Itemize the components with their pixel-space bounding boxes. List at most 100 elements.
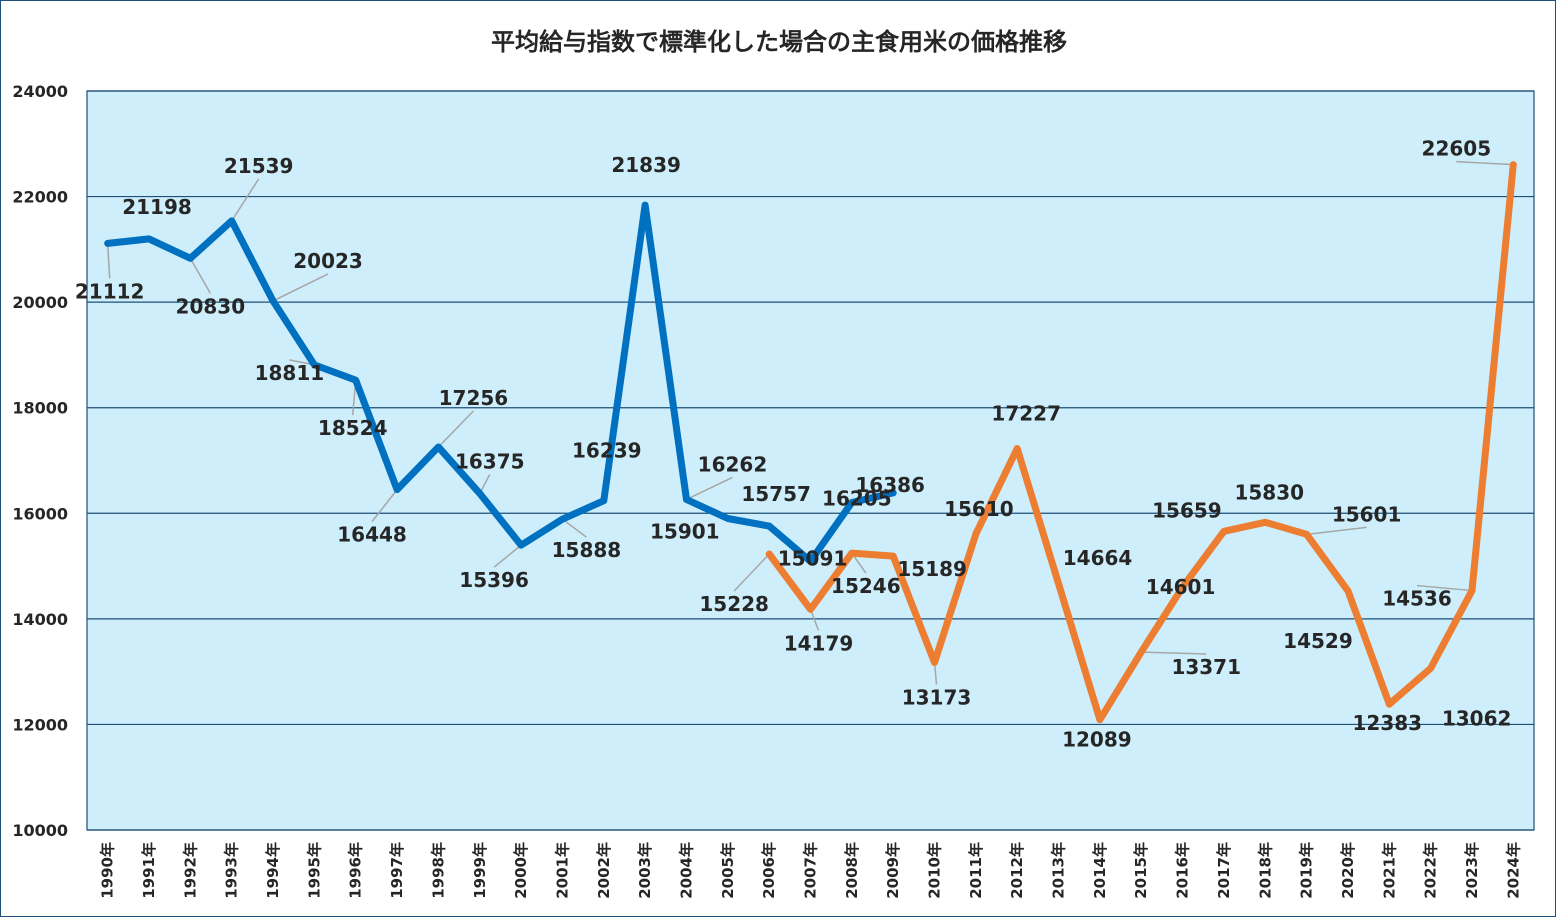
data-label: 12383 bbox=[1353, 711, 1423, 735]
data-label: 14601 bbox=[1146, 575, 1216, 599]
data-label: 21112 bbox=[75, 279, 145, 303]
data-label: 15901 bbox=[650, 520, 720, 544]
x-tick-label: 2008年 bbox=[843, 842, 861, 899]
label-leader-line bbox=[809, 609, 820, 631]
x-tick-label: 2010年 bbox=[926, 842, 944, 899]
x-tick-label: 2006年 bbox=[760, 842, 778, 899]
data-label: 15659 bbox=[1152, 498, 1222, 522]
x-tick-label: 1997年 bbox=[388, 842, 406, 899]
x-tick-label: 1992年 bbox=[181, 842, 199, 899]
data-label: 13062 bbox=[1442, 706, 1512, 730]
data-label: 14179 bbox=[784, 631, 854, 655]
data-label: 15610 bbox=[944, 497, 1014, 521]
label-leader-line bbox=[733, 553, 770, 592]
x-tick-label: 2004年 bbox=[677, 842, 695, 899]
x-tick-label: 2005年 bbox=[719, 842, 737, 899]
x-tick-label: 2022年 bbox=[1422, 842, 1440, 899]
label-leader-line bbox=[1141, 651, 1207, 655]
data-label: 12089 bbox=[1062, 728, 1132, 752]
y-tick-label: 24000 bbox=[12, 82, 68, 101]
label-leader-line bbox=[1416, 584, 1473, 592]
y-tick-label: 14000 bbox=[12, 610, 68, 629]
label-leader-line bbox=[231, 178, 260, 222]
x-tick-label: 2020年 bbox=[1339, 842, 1357, 899]
label-leader-line bbox=[493, 544, 522, 568]
data-label: 13371 bbox=[1171, 655, 1241, 679]
x-tick-label: 1998年 bbox=[429, 842, 447, 899]
data-label: 13173 bbox=[902, 686, 972, 710]
y-tick-label: 10000 bbox=[12, 821, 68, 840]
label-leader-line bbox=[933, 662, 938, 685]
y-tick-label: 16000 bbox=[12, 504, 68, 523]
x-tick-label: 2013年 bbox=[1050, 842, 1068, 899]
y-tick-label: 22000 bbox=[12, 188, 68, 207]
data-label: 14529 bbox=[1283, 629, 1353, 653]
label-leader-line bbox=[371, 489, 398, 523]
x-tick-label: 2007年 bbox=[802, 842, 820, 899]
data-label: 20023 bbox=[293, 249, 363, 273]
x-tick-label: 2015年 bbox=[1132, 842, 1150, 899]
x-tick-label: 2018年 bbox=[1256, 842, 1274, 899]
data-label: 15396 bbox=[459, 568, 529, 592]
x-tick-label: 2000年 bbox=[512, 842, 530, 899]
chart-title: 平均給与指数で標準化した場合の主食用米の価格推移 bbox=[491, 28, 1067, 56]
data-label: 16386 bbox=[855, 473, 925, 497]
plot-area bbox=[86, 90, 1535, 831]
y-tick-label: 18000 bbox=[12, 399, 68, 418]
x-tick-label: 2023年 bbox=[1463, 842, 1481, 899]
label-leader-line bbox=[1306, 526, 1367, 536]
x-tick-label: 1990年 bbox=[99, 842, 117, 899]
x-tick-label: 2003年 bbox=[636, 842, 654, 899]
data-label: 15888 bbox=[552, 538, 622, 562]
data-label: 16448 bbox=[337, 523, 407, 547]
x-tick-label: 2002年 bbox=[595, 842, 613, 899]
x-tick-label: 1999年 bbox=[471, 842, 489, 899]
x-tick-label: 2019年 bbox=[1298, 842, 1316, 899]
data-label: 17227 bbox=[991, 402, 1061, 426]
label-leader-line bbox=[272, 273, 329, 302]
x-axis: 1990年 1991年 1992年 1993年 1994年 1995年 1996年 1997年… bbox=[99, 842, 1523, 899]
label-leader-line bbox=[561, 518, 587, 538]
data-label: 15830 bbox=[1234, 480, 1304, 504]
x-tick-label: 2017年 bbox=[1215, 842, 1233, 899]
x-tick-label: 1995年 bbox=[305, 842, 323, 899]
x-tick-label: 1991年 bbox=[140, 842, 158, 899]
data-label: 15189 bbox=[897, 557, 967, 581]
x-tick-label: 1996年 bbox=[347, 842, 365, 899]
data-label: 18811 bbox=[255, 361, 325, 385]
x-tick-label: 2014年 bbox=[1091, 842, 1109, 899]
series-line-2 bbox=[765, 161, 1517, 724]
x-tick-label: 1993年 bbox=[223, 842, 241, 899]
data-label: 16205 bbox=[822, 486, 892, 510]
data-label: 14664 bbox=[1063, 546, 1133, 570]
data-labels: 21112 21198 20830 21539 20023 18811 18524 16448… bbox=[75, 137, 1512, 752]
data-label: 21839 bbox=[611, 153, 681, 177]
data-label: 21198 bbox=[122, 195, 192, 219]
series-line-1 bbox=[104, 201, 897, 565]
x-tick-label: 1994年 bbox=[264, 842, 282, 899]
data-label: 15246 bbox=[831, 574, 901, 598]
data-label: 16262 bbox=[698, 452, 768, 476]
x-tick-label: 2024年 bbox=[1504, 842, 1522, 899]
data-label: 14536 bbox=[1382, 587, 1452, 611]
label-leader-line bbox=[686, 476, 733, 501]
data-label: 15757 bbox=[741, 482, 811, 506]
data-label: 22605 bbox=[1422, 137, 1492, 161]
data-label: 16239 bbox=[572, 439, 642, 463]
label-leader-line bbox=[189, 257, 212, 294]
y-tick-label: 12000 bbox=[12, 715, 68, 734]
label-leader-line bbox=[106, 243, 111, 279]
label-leader-line bbox=[437, 410, 474, 448]
gridlines bbox=[87, 90, 1534, 831]
data-label: 15091 bbox=[778, 546, 848, 570]
data-label: 16375 bbox=[455, 449, 525, 473]
y-tick-label: 20000 bbox=[12, 293, 68, 312]
data-label: 18524 bbox=[318, 416, 388, 440]
x-tick-label: 2011年 bbox=[967, 842, 985, 899]
data-label: 20830 bbox=[176, 294, 246, 318]
x-tick-label: 2012年 bbox=[1008, 842, 1026, 899]
series-lines bbox=[104, 161, 1517, 724]
x-tick-label: 2016年 bbox=[1174, 842, 1192, 899]
x-tick-label: 2001年 bbox=[553, 842, 571, 899]
